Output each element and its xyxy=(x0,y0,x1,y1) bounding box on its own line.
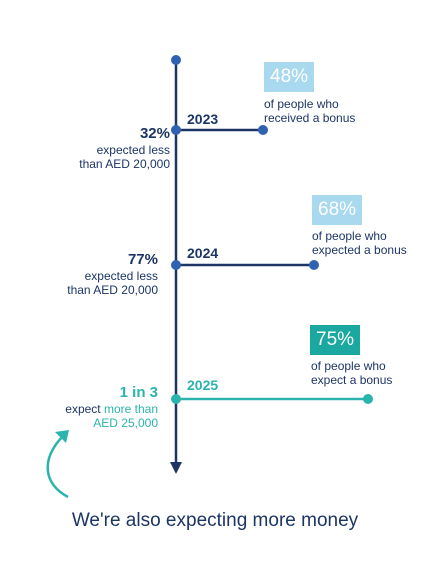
stat-line-1: expected less xyxy=(84,269,158,283)
branch-2025-node xyxy=(171,394,181,404)
caption-line-1: of people who xyxy=(264,97,339,111)
caption-line-2: received a bonus xyxy=(264,111,356,125)
year-label-2024: 2024 xyxy=(187,245,219,261)
stat-line-2: than AED 20,000 xyxy=(79,157,170,171)
pct-box-2023: 48% xyxy=(264,62,315,92)
left-stat-2023: 32% expected less than AED 20,000 xyxy=(0,125,170,171)
stat-line-2: AED 25,000 xyxy=(93,416,158,430)
branch-2024-end xyxy=(309,260,319,270)
left-stat-2025: 1 in 3 expect more than AED 25,000 xyxy=(0,384,158,430)
pct-caption-2023: of people who received a bonus xyxy=(264,97,355,125)
stat-line-1-prefix: expect xyxy=(65,402,104,416)
stat-line-1-highlight: more than xyxy=(103,402,158,416)
stat-value: 1 in 3 xyxy=(119,384,158,401)
left-stat-2024: 77% expected less than AED 20,000 xyxy=(0,251,158,297)
stat-line-1: expected less xyxy=(96,143,170,157)
pct-caption-2024: of people who expected a bonus xyxy=(312,229,407,257)
caption-line-2: expected a bonus xyxy=(312,243,407,257)
stat-line-2: than AED 20,000 xyxy=(67,283,158,297)
footer-heading: We're also expecting more money xyxy=(71,510,359,531)
branch-2024-node xyxy=(171,260,181,270)
stat-line-1: expect more than xyxy=(0,402,158,416)
pct-caption-2025: of people who expect a bonus xyxy=(311,359,392,387)
branch-2023-node xyxy=(171,125,181,135)
pct-box-2025: 75% xyxy=(310,325,361,355)
caption-line-1: of people who xyxy=(312,229,387,243)
caption-line-2: expect a bonus xyxy=(311,373,393,387)
axis-start-dot xyxy=(171,55,181,65)
axis-arrowhead-icon xyxy=(170,462,182,474)
curved-arrow-icon xyxy=(46,430,69,499)
stat-value: 32% xyxy=(139,125,170,142)
pct-box-2024: 68% xyxy=(312,195,363,225)
year-label-2025: 2025 xyxy=(187,377,219,393)
branch-2025-end xyxy=(363,394,373,404)
branch-2023-end xyxy=(258,125,268,135)
stat-value: 77% xyxy=(127,251,158,268)
caption-line-1: of people who xyxy=(311,359,386,373)
year-label-2023: 2023 xyxy=(187,111,219,127)
